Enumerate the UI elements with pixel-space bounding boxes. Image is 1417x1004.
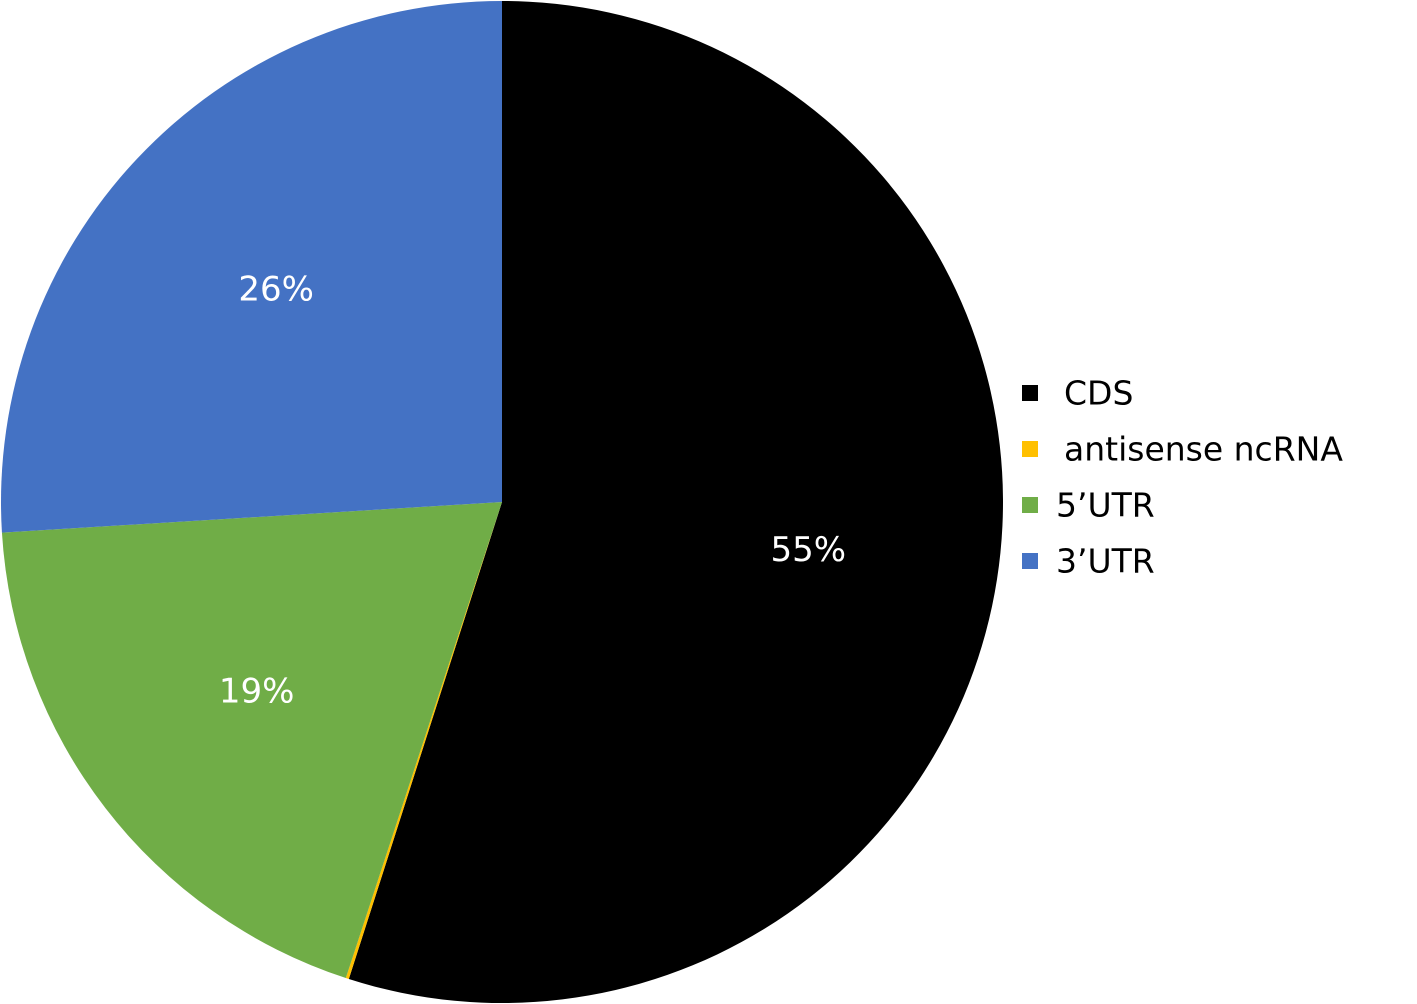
- slice-label-cds: 55%: [770, 530, 846, 570]
- legend-swatch-3-utr: [1022, 553, 1038, 569]
- pie-slice-5-utr: [1, 502, 503, 979]
- pie-slice-labels: 55% 19% 26%: [219, 270, 846, 712]
- legend-item-5-utr: 5’UTR: [1022, 486, 1155, 525]
- legend-swatch-5-utr: [1022, 497, 1038, 513]
- slice-label-3-utr: 26%: [238, 270, 314, 310]
- pie-slices: [1, 1, 1004, 1003]
- legend-item-antisense-ncrna: antisense ncRNA: [1022, 430, 1343, 469]
- legend: CDS antisense ncRNA 5’UTR 3’UTR: [1022, 374, 1343, 581]
- legend-label-antisense-ncrna: antisense ncRNA: [1064, 430, 1343, 469]
- pie-slice-antisense-ncrna: [345, 502, 502, 980]
- legend-item-cds: CDS: [1022, 374, 1133, 413]
- legend-label-5-utr: 5’UTR: [1056, 486, 1155, 525]
- legend-label-3-utr: 3’UTR: [1056, 542, 1155, 581]
- legend-item-3-utr: 3’UTR: [1022, 542, 1155, 581]
- pie-slice-3-utr: [1, 1, 503, 533]
- legend-swatch-cds: [1022, 385, 1038, 401]
- legend-swatch-antisense-ncrna: [1022, 441, 1038, 457]
- slice-label-5-utr: 19%: [219, 671, 295, 711]
- legend-label-cds: CDS: [1064, 374, 1133, 413]
- pie-slice-cds: [348, 1, 1004, 1003]
